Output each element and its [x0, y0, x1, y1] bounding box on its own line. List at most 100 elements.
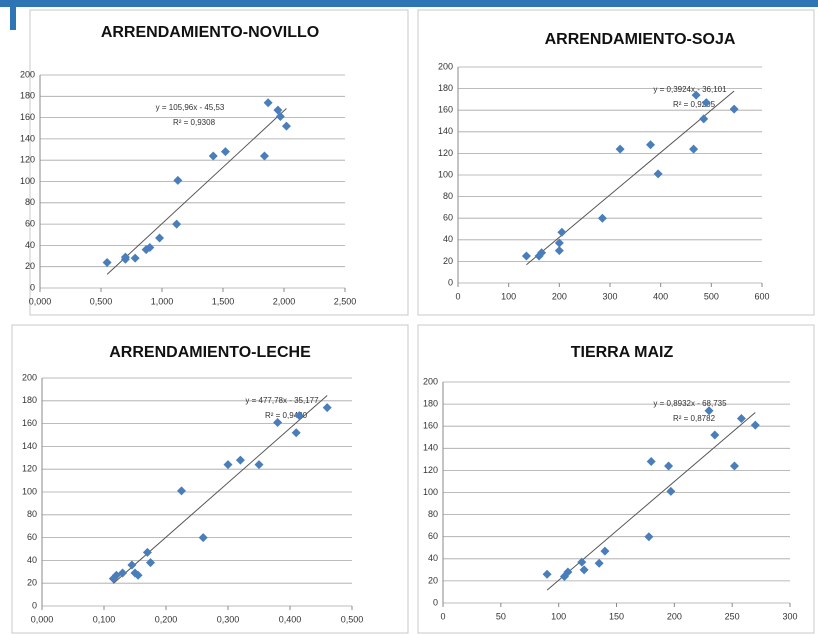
x-tick-label: 300	[782, 611, 797, 621]
point	[644, 532, 654, 542]
point	[701, 98, 711, 108]
x-tick-label: 2,500	[334, 296, 357, 306]
y-tick-label: 200	[423, 376, 438, 386]
y-tick-label: 120	[423, 465, 438, 475]
y-tick-label: 120	[22, 464, 37, 474]
point	[208, 151, 218, 161]
y-tick-label: 160	[438, 105, 453, 115]
point	[273, 417, 283, 427]
x-tick-label: 400	[653, 291, 668, 301]
y-tick-label: 0	[32, 600, 37, 610]
x-tick-label: 300	[602, 291, 617, 301]
chart-panel	[29, 9, 409, 316]
x-tick-label: 0	[455, 291, 460, 301]
point	[198, 533, 208, 543]
y-tick-label: 100	[438, 169, 453, 179]
point	[133, 570, 143, 580]
y-tick-label: 80	[25, 197, 35, 207]
y-tick-label: 40	[443, 234, 453, 244]
point	[102, 257, 112, 267]
point	[259, 151, 269, 161]
y-tick-label: 200	[22, 372, 37, 382]
y-tick-label: 0	[448, 277, 453, 287]
point	[710, 430, 720, 440]
point	[691, 90, 701, 100]
y-tick-label: 0	[30, 282, 35, 292]
x-tick-label: 2,000	[273, 296, 296, 306]
x-tick-label: 0,100	[93, 614, 116, 624]
y-tick-label: 200	[20, 69, 35, 79]
chart-panel	[11, 324, 409, 634]
chart-panel	[417, 9, 815, 316]
point	[275, 112, 285, 122]
point	[223, 460, 233, 470]
y-tick-label: 180	[423, 398, 438, 408]
x-tick-label: 500	[704, 291, 719, 301]
x-tick-label: 600	[754, 291, 769, 301]
point	[173, 175, 183, 185]
trendline-equation: y = 0,3924x - 36,101	[653, 85, 727, 94]
y-tick-label: 60	[25, 218, 35, 228]
x-tick-label: 0,300	[217, 614, 240, 624]
point	[646, 140, 656, 150]
x-tick-label: 50	[496, 611, 506, 621]
point	[736, 413, 746, 423]
y-tick-label: 80	[27, 509, 37, 519]
x-tick-label: 200	[552, 291, 567, 301]
trendline-r2: R² = 0,9205	[673, 100, 716, 109]
y-tick-label: 180	[20, 91, 35, 101]
point	[699, 114, 709, 124]
y-tick-label: 20	[25, 261, 35, 271]
y-tick-label: 160	[22, 418, 37, 428]
x-tick-label: 0,200	[155, 614, 178, 624]
point	[537, 248, 547, 258]
point	[577, 557, 587, 567]
point	[563, 567, 573, 577]
point	[579, 565, 589, 575]
point	[554, 238, 564, 248]
y-tick-label: 140	[423, 443, 438, 453]
y-tick-label: 40	[428, 553, 438, 563]
x-tick-label: 0,500	[90, 296, 113, 306]
point	[118, 568, 128, 578]
point	[281, 121, 291, 131]
y-tick-label: 60	[428, 531, 438, 541]
y-tick-label: 40	[25, 240, 35, 250]
point	[235, 455, 245, 465]
side-bar	[10, 0, 16, 30]
chart-panel	[417, 324, 815, 634]
point	[689, 144, 699, 154]
point	[542, 569, 552, 579]
x-tick-label: 0,500	[341, 614, 364, 624]
trendline	[106, 108, 287, 275]
chart-title: ARRENDAMIENTO-NOVILLO	[101, 24, 319, 41]
y-tick-label: 60	[27, 532, 37, 542]
point	[646, 457, 656, 467]
point	[127, 560, 137, 570]
chart-title: TIERRA MAIZ	[571, 344, 674, 361]
y-tick-label: 80	[428, 509, 438, 519]
y-tick-label: 20	[443, 256, 453, 266]
x-tick-label: 0,000	[31, 614, 54, 624]
point	[130, 253, 140, 263]
point	[120, 252, 130, 262]
point	[146, 558, 155, 568]
point	[615, 144, 625, 154]
point	[177, 486, 186, 496]
point	[664, 461, 674, 471]
point	[600, 546, 610, 556]
y-tick-label: 140	[20, 133, 35, 143]
y-tick-label: 140	[22, 441, 37, 451]
y-tick-label: 160	[20, 112, 35, 122]
y-tick-label: 100	[22, 486, 37, 496]
y-tick-label: 200	[438, 61, 453, 71]
trendline-equation: y = 477,78x - 35,177	[245, 396, 319, 405]
point	[597, 213, 607, 223]
x-tick-label: 200	[667, 611, 682, 621]
y-tick-label: 160	[423, 421, 438, 431]
point	[172, 219, 182, 229]
x-tick-label: 0	[440, 611, 445, 621]
point	[653, 169, 663, 179]
trendline-r2: R² = 0,8782	[673, 414, 716, 423]
point	[263, 98, 273, 108]
